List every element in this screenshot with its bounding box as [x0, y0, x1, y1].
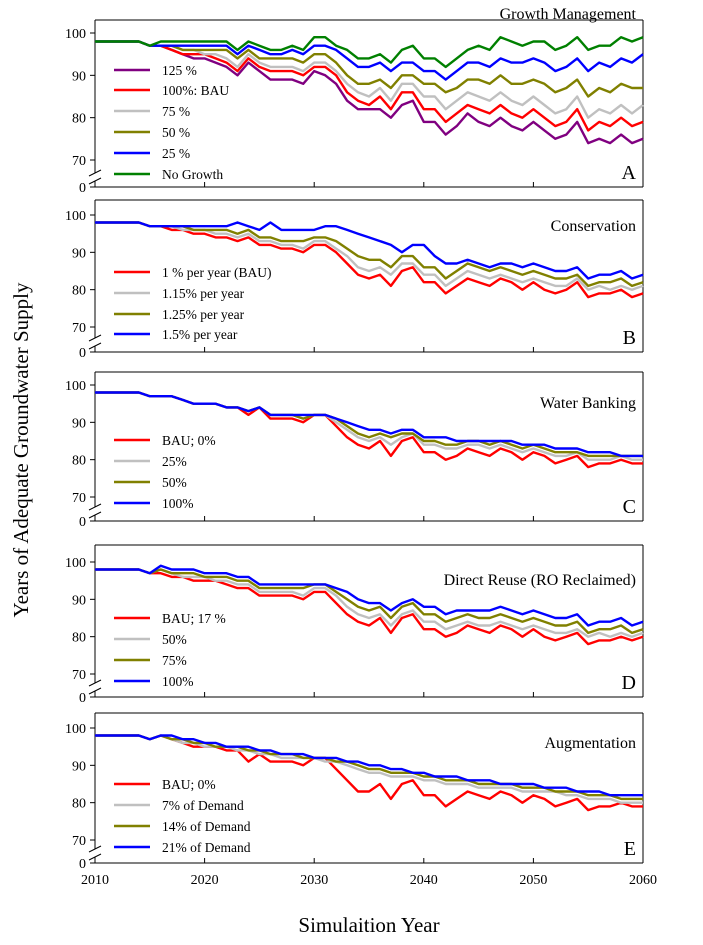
y-tick-label: 100 — [65, 379, 86, 394]
legend-label: 100% — [162, 496, 194, 511]
y-tick-label: 0 — [79, 691, 86, 706]
axis-break-mark — [88, 845, 102, 853]
series-line-4 — [95, 564, 644, 627]
y-tick-label: 100 — [65, 27, 86, 42]
series-line-2 — [95, 40, 644, 132]
series-line-1 — [95, 221, 644, 299]
axis-break-mark — [88, 169, 102, 177]
series-line-5 — [95, 40, 644, 81]
y-tick-label: 0 — [79, 181, 86, 196]
legend-label: 1.15% per year — [162, 286, 245, 301]
panel-label: E — [624, 838, 636, 860]
legend-label: 21% of Demand — [162, 840, 251, 855]
axis-break-mark — [88, 853, 102, 861]
legend-label: 50% — [162, 475, 187, 490]
series-line-3 — [95, 568, 644, 635]
legend-label: 1 % per year (BAU) — [162, 265, 271, 280]
series-line-4 — [95, 734, 643, 797]
y-tick-label: 70 — [72, 834, 86, 849]
panel-title: Conservation — [551, 218, 636, 235]
y-tick-label: 90 — [72, 246, 86, 261]
x-tick-label: 2010 — [81, 873, 109, 888]
legend-label: 125 % — [162, 63, 197, 78]
y-tick-label: 80 — [72, 112, 86, 127]
axis-break-mark — [88, 679, 102, 687]
y-tick-label: 70 — [72, 668, 86, 683]
x-tick-label: 2040 — [410, 873, 438, 888]
series-line-1 — [95, 568, 644, 646]
y-tick-label: 100 — [65, 722, 86, 737]
y-tick-label: 80 — [72, 631, 86, 646]
panels: 0 70 80 90 100 125 % 100%: BAU 75 % 50 % 25 % No G… — [65, 6, 657, 888]
panel-label: A — [622, 162, 637, 184]
panel-d: 0 70 80 90 100 BAU; 17 % 50% 75% 100% Direct Reus… — [65, 544, 644, 706]
y-tick-label: 0 — [79, 857, 86, 872]
legend-label: 50% — [162, 632, 187, 647]
legend-label: 1.5% per year — [162, 327, 238, 342]
panel-title: Direct Reuse (RO Reclaimed) — [444, 572, 636, 589]
panel-label: D — [622, 672, 636, 694]
axis-break-mark — [88, 342, 102, 350]
legend-label: BAU; 17 % — [162, 611, 226, 626]
panel-a: 0 70 80 90 100 125 % 100%: BAU 75 % 50 % 25 % No G… — [65, 6, 644, 196]
legend-label: 1.25% per year — [162, 307, 245, 322]
legend-label: 75% — [162, 653, 187, 668]
y-tick-label: 80 — [72, 454, 86, 469]
y-tick-label: 80 — [72, 797, 86, 812]
legend-label: 14% of Demand — [162, 819, 251, 834]
axis-break-mark — [88, 687, 102, 695]
y-tick-label: 100 — [65, 556, 86, 571]
series-line-4 — [95, 221, 644, 280]
legend-label: 100%: BAU — [162, 83, 229, 98]
y-tick-label: 0 — [79, 515, 86, 530]
y-tick-label: 90 — [72, 416, 86, 431]
y-tick-label: 90 — [72, 69, 86, 84]
legend-label: BAU; 0% — [162, 433, 216, 448]
x-tick-label: 2020 — [191, 873, 219, 888]
y-tick-label: 90 — [72, 759, 86, 774]
axis-break-mark — [88, 511, 102, 519]
panel-label: C — [623, 496, 636, 518]
legend-label: 100% — [162, 674, 194, 689]
y-tick-label: 100 — [65, 209, 86, 224]
panel-title: Water Banking — [540, 395, 636, 412]
x-axis-label: Simulaition Year — [298, 913, 439, 937]
series-line-1 — [95, 734, 643, 812]
y-tick-label: 0 — [79, 346, 86, 361]
panel-e: 0 70 80 90 100 2010 2020 2030 2040 2050 2060 BAU; 0… — [65, 712, 657, 888]
series-line-4 — [95, 40, 643, 98]
y-tick-label: 70 — [72, 154, 86, 169]
x-tick-label: 2050 — [519, 873, 547, 888]
legend-label: 25% — [162, 454, 187, 469]
legend-label: No Growth — [162, 167, 223, 182]
y-tick-label: 90 — [72, 593, 86, 608]
panel-label: B — [623, 327, 636, 349]
series-line-2 — [95, 221, 644, 291]
legend-label: 25 % — [162, 146, 190, 161]
y-tick-label: 70 — [72, 491, 86, 506]
axis-break-mark — [88, 334, 102, 342]
legend-label: 50 % — [162, 125, 190, 140]
panel-b: 0 70 80 90 100 1 % per year (BAU) 1.15% per ye… — [65, 199, 644, 361]
series-line-6 — [95, 36, 644, 69]
y-axis-label: Years of Adequate Groundwater Supply — [9, 282, 33, 617]
legend-label: BAU; 0% — [162, 777, 216, 792]
series-line-2 — [95, 568, 644, 638]
x-tick-label: 2060 — [629, 873, 657, 888]
axis-break-mark — [88, 503, 102, 511]
series-line-3 — [95, 734, 643, 801]
legend-label: 7% of Demand — [162, 798, 244, 813]
panel-title: Growth Management — [500, 6, 637, 23]
series-line-1 — [95, 40, 644, 145]
axis-break-mark — [88, 177, 102, 185]
panel-c: 0 70 80 90 100 BAU; 0% 25% 50% 100% Water Banking… — [65, 371, 644, 530]
x-tick-label: 2030 — [300, 873, 328, 888]
y-tick-label: 70 — [72, 321, 86, 336]
series-line-4 — [95, 391, 643, 458]
panel-title: Augmentation — [544, 735, 636, 752]
y-tick-label: 80 — [72, 284, 86, 299]
series-line-3 — [95, 221, 644, 288]
legend-label: 75 % — [162, 104, 190, 119]
